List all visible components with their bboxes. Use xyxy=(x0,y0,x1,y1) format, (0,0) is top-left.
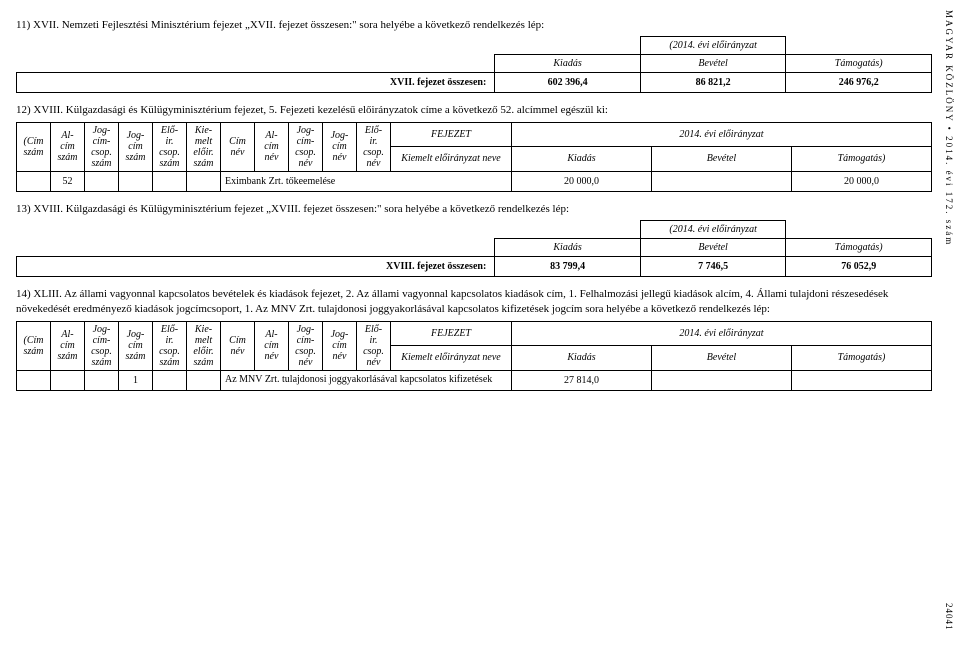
h-c3: Jog- cím- csop. szám xyxy=(85,122,119,171)
v3: 246 976,2 xyxy=(786,73,932,93)
h-c8: Al- cím név xyxy=(255,321,289,370)
h-c6: Kie- melt előir. szám xyxy=(187,321,221,370)
h-c5: Elő- ir. csop. szám xyxy=(153,122,187,171)
h-c7: Cím név xyxy=(221,122,255,171)
h-c5: Elő- ir. csop. szám xyxy=(153,321,187,370)
h-c2: Al- cím szám xyxy=(51,122,85,171)
h-c4: Jog- cím szám xyxy=(119,321,153,370)
section-14-table: (Cím szám Al- cím szám Jog- cím- csop. s… xyxy=(16,321,932,391)
row-name: Eximbank Zrt. tőkeemelése xyxy=(221,171,512,191)
section-13: 13) XVIII. Külgazdasági és Külügyminiszt… xyxy=(16,202,932,277)
h-c10: Jog- cím név xyxy=(323,321,357,370)
section-14: 14) XLIII. Az állami vagyonnal kapcsolat… xyxy=(16,287,932,391)
h-fejezet: FEJEZET xyxy=(391,321,512,346)
section-13-table: (2014. évi előirányzat Kiadás Bevétel Tá… xyxy=(16,220,932,277)
row-label: XVIII. fejezet összesen: xyxy=(17,256,495,276)
h-c2: Al- cím szám xyxy=(51,321,85,370)
section-11-table: (2014. évi előirányzat Kiadás Bevétel Tá… xyxy=(16,36,932,93)
h-year: 2014. évi előirányzat xyxy=(512,321,932,346)
section-11-title: 11) XVII. Nemzeti Fejlesztési Minisztéri… xyxy=(16,18,932,32)
h-kiemelt: Kiemelt előirányzat neve xyxy=(391,346,512,371)
h-c3: Jog- cím- csop. szám xyxy=(85,321,119,370)
section-14-title: 14) XLIII. Az állami vagyonnal kapcsolat… xyxy=(16,287,932,317)
margin-journal: MAGYAR KÖZLÖNY • 2014. évi 172. szám xyxy=(944,10,954,246)
h-c9: Jog- cím- csop. név xyxy=(289,122,323,171)
h-tamogatas: Támogatás) xyxy=(792,346,932,371)
v1: 83 799,4 xyxy=(495,256,641,276)
year-label: (2014. évi előirányzat xyxy=(640,220,786,238)
h-bevetel: Bevétel xyxy=(652,147,792,172)
h-bevetel: Bevétel xyxy=(652,346,792,371)
h-c4: Jog- cím szám xyxy=(119,122,153,171)
h-fejezet: FEJEZET xyxy=(391,122,512,147)
v3: 76 052,9 xyxy=(786,256,932,276)
col-kiadas: Kiadás xyxy=(495,238,641,256)
section-12: 12) XVIII. Külgazdasági és Külügyminiszt… xyxy=(16,103,932,191)
row-name: Az MNV Zrt. tulajdonosi joggyakorlásával… xyxy=(221,370,512,390)
row-label: XVII. fejezet összesen: xyxy=(17,73,495,93)
margin-pagenum: 24041 xyxy=(944,603,954,631)
row-num: 52 xyxy=(51,171,85,191)
row-v3: 20 000,0 xyxy=(792,171,932,191)
col-kiadas: Kiadás xyxy=(495,55,641,73)
section-12-title: 12) XVIII. Külgazdasági és Külügyminiszt… xyxy=(16,103,932,117)
h-c9: Jog- cím- csop. név xyxy=(289,321,323,370)
section-11: 11) XVII. Nemzeti Fejlesztési Minisztéri… xyxy=(16,18,932,93)
h-tamogatas: Támogatás) xyxy=(792,147,932,172)
section-12-table: (Cím szám Al- cím szám Jog- cím- csop. s… xyxy=(16,122,932,192)
v2: 86 821,2 xyxy=(640,73,786,93)
v2: 7 746,5 xyxy=(640,256,786,276)
col-tamogatas: Támogatás) xyxy=(786,55,932,73)
col-bevetel: Bevétel xyxy=(640,55,786,73)
h-kiadas: Kiadás xyxy=(512,346,652,371)
col-bevetel: Bevétel xyxy=(640,238,786,256)
col-tamogatas: Támogatás) xyxy=(786,238,932,256)
h-year: 2014. évi előirányzat xyxy=(512,122,932,147)
h-c1: (Cím szám xyxy=(17,321,51,370)
h-c6: Kie- melt előir. szám xyxy=(187,122,221,171)
section-13-title: 13) XVIII. Külgazdasági és Külügyminiszt… xyxy=(16,202,932,216)
h-kiemelt: Kiemelt előirányzat neve xyxy=(391,147,512,172)
year-label: (2014. évi előirányzat xyxy=(640,37,786,55)
h-c1: (Cím szám xyxy=(17,122,51,171)
row-num: 1 xyxy=(119,370,153,390)
v1: 602 396,4 xyxy=(495,73,641,93)
h-c8: Al- cím név xyxy=(255,122,289,171)
h-c10: Jog- cím név xyxy=(323,122,357,171)
page-margin-text: MAGYAR KÖZLÖNY • 2014. évi 172. szám 240… xyxy=(944,10,954,630)
row-v1: 20 000,0 xyxy=(512,171,652,191)
h-c11: Elő- ir. csop. név xyxy=(357,122,391,171)
row-v1: 27 814,0 xyxy=(512,370,652,390)
h-c11: Elő- ir. csop. név xyxy=(357,321,391,370)
h-c7: Cím név xyxy=(221,321,255,370)
h-kiadas: Kiadás xyxy=(512,147,652,172)
